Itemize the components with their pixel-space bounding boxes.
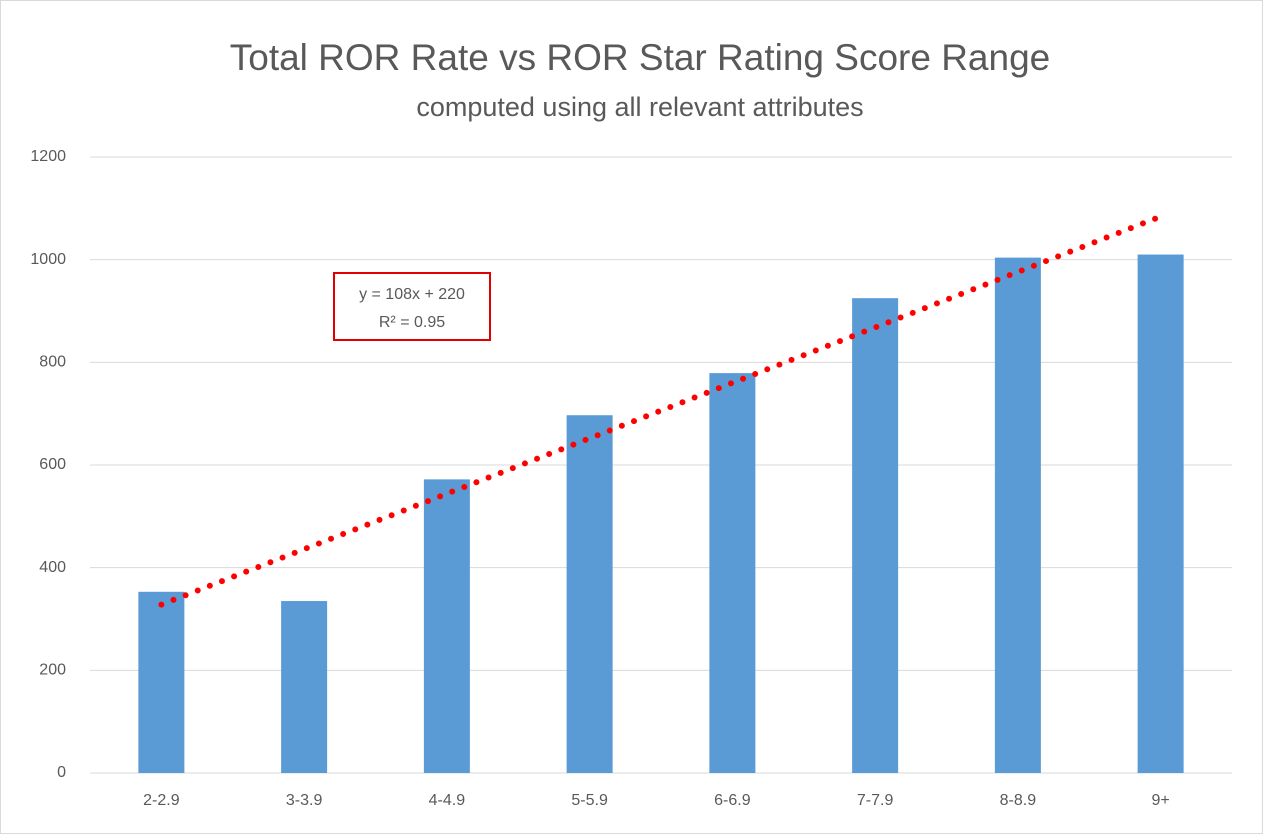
bar	[138, 591, 185, 773]
y-tick-label: 1000	[30, 251, 66, 268]
x-tick-label: 8-8.9	[1000, 792, 1037, 809]
trendline	[158, 213, 1164, 608]
y-tick-label: 1200	[30, 148, 66, 165]
bar	[709, 373, 756, 773]
chart-title: Total ROR Rate vs ROR Star Rating Score …	[230, 37, 1051, 78]
y-tick-label: 800	[39, 354, 66, 371]
x-tick-label: 9+	[1152, 792, 1170, 809]
bar	[1137, 254, 1184, 774]
y-tick-label: 400	[39, 559, 66, 576]
y-tick-label: 0	[57, 764, 66, 781]
x-tick-label: 5-5.9	[571, 792, 608, 809]
bar	[566, 415, 613, 773]
y-tick-label: 600	[39, 456, 66, 473]
x-tick-label: 7-7.9	[857, 792, 894, 809]
x-tick-label: 3-3.9	[286, 792, 323, 809]
bar	[994, 257, 1041, 773]
x-tick-label: 2-2.9	[143, 792, 180, 809]
x-tick-label: 6-6.9	[714, 792, 751, 809]
x-tick-label: 4-4.9	[429, 792, 466, 809]
bar	[852, 298, 899, 773]
trendline-equation: y = 108x + 220	[359, 286, 465, 303]
trendline-r-squared: R² = 0.95	[379, 314, 445, 331]
y-tick-label: 200	[39, 662, 66, 679]
equation-box	[333, 272, 491, 341]
chart-subtitle: computed using all relevant attributes	[416, 92, 863, 122]
bar	[281, 601, 328, 773]
bar	[423, 479, 470, 773]
